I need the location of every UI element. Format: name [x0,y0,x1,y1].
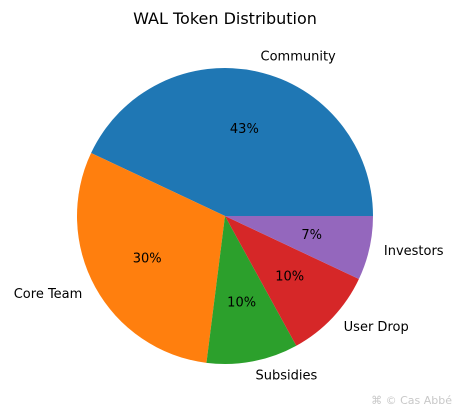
watermark-text: © Cas Abbé [385,394,452,407]
pct-label-subsidies: 10% [227,296,256,311]
pie-slice-community [91,68,373,216]
pie-slices [76,68,373,365]
slice-label-investors: Investors [384,244,444,259]
pct-label-user-drop: 10% [275,269,304,284]
watermark: ⌘ © Cas Abbé [371,394,452,407]
pct-label-core-team: 30% [133,251,162,266]
pie-labels: Community 43% Core Team 30% Subsidies 10% User… [14,50,444,384]
watermark-logo-icon: ⌘ [371,394,383,407]
pie-slice-subsidies [206,216,297,365]
chart-title: WAL Token Distribution [133,9,317,28]
pie-slice-core-team [76,152,225,363]
pct-label-investors: 7% [301,228,322,243]
pie-slice-user-drop [225,216,359,346]
slice-label-community: Community [261,50,337,65]
pct-label-community: 43% [230,122,259,137]
pie-slice-investors [225,216,373,280]
slice-label-subsidies: Subsidies [256,368,318,383]
slice-label-core-team: Core Team [14,287,83,302]
slice-label-user-drop: User Drop [344,320,409,335]
